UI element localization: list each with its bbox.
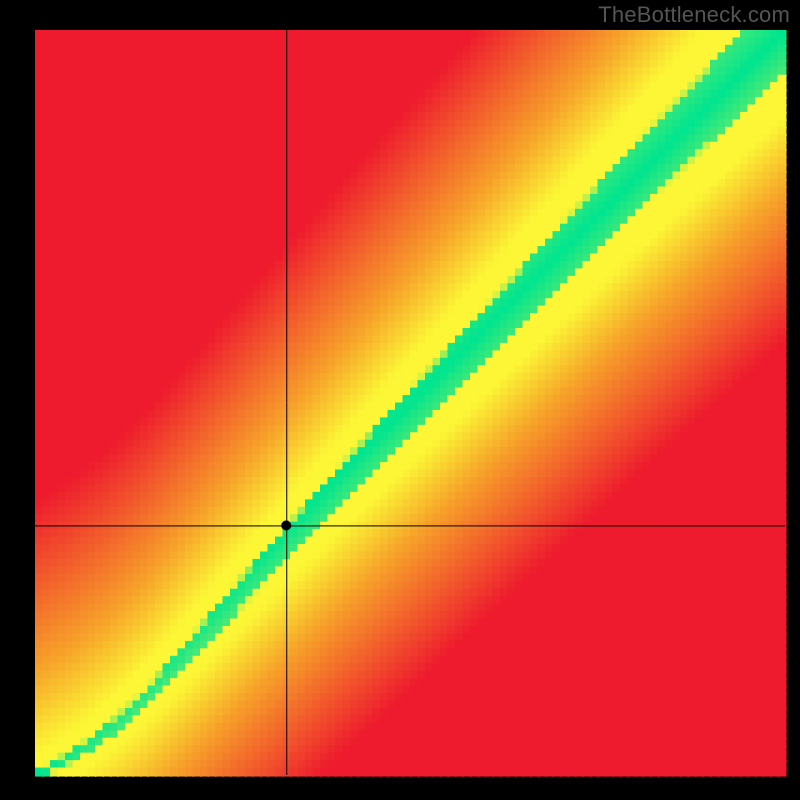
chart-container: TheBottleneck.com — [0, 0, 800, 800]
attribution-text: TheBottleneck.com — [598, 2, 790, 28]
bottleneck-heatmap — [0, 0, 800, 800]
